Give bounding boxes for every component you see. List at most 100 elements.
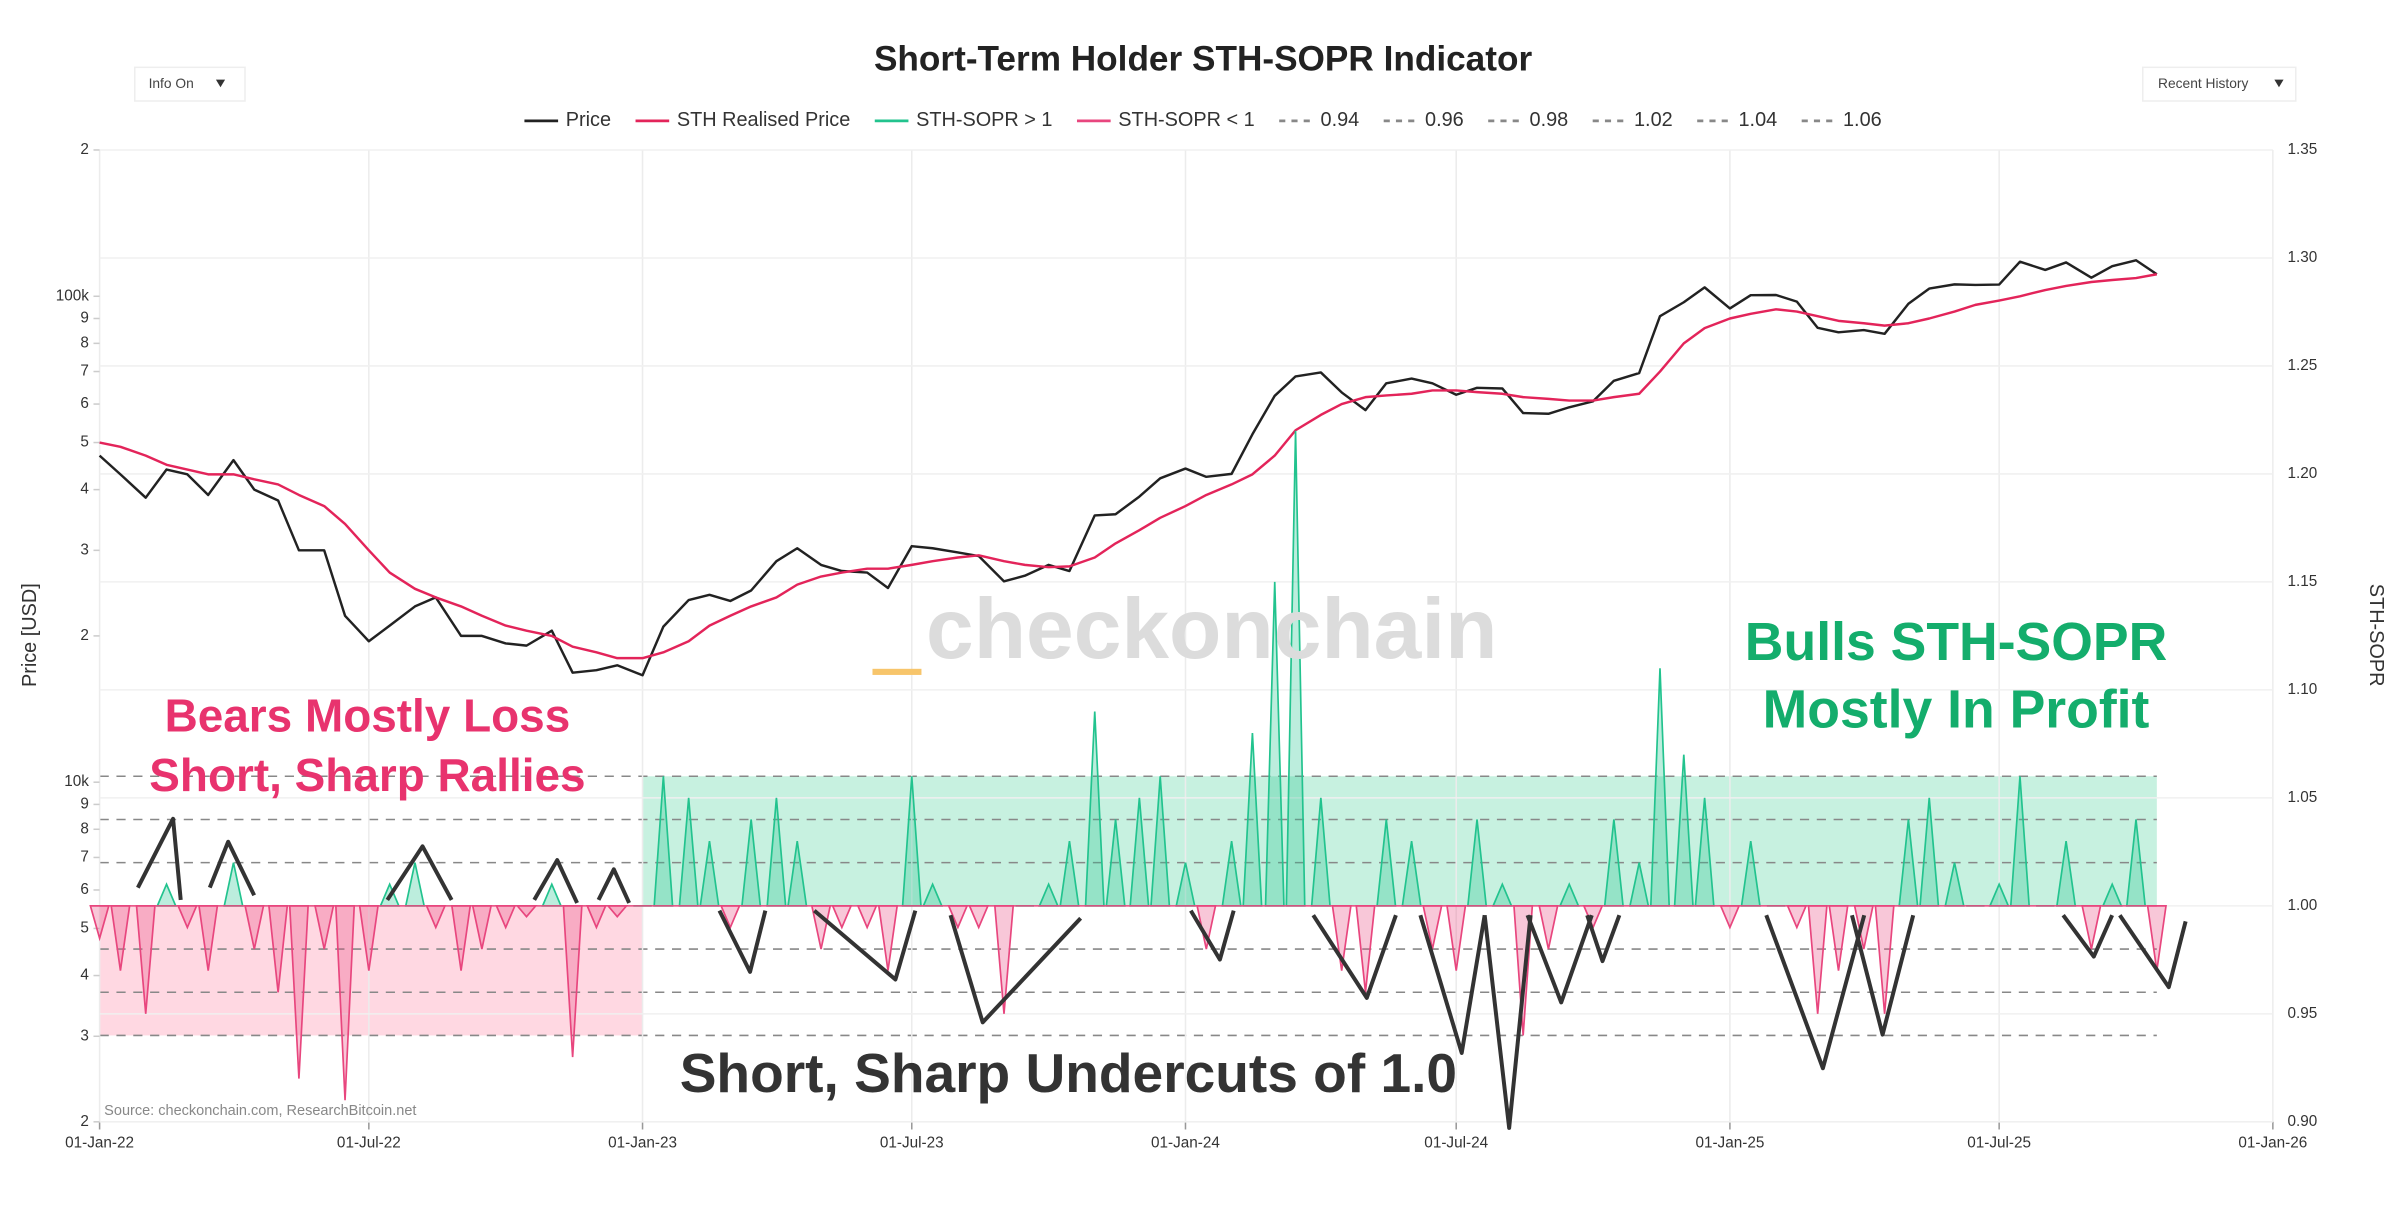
legend-label: Price xyxy=(566,109,611,131)
y-tick-label: 5 xyxy=(80,920,89,937)
y-tick-label: 2 xyxy=(80,1113,89,1130)
dropdown-arrow xyxy=(215,79,226,88)
sopr-spike xyxy=(1446,905,1467,971)
y-tick-label: 8 xyxy=(80,820,89,837)
y-tick-label: 3 xyxy=(80,1027,89,1044)
y-tick-label: 100k xyxy=(56,287,90,304)
y2-tick-label: 1.05 xyxy=(2287,789,2317,806)
legend-label: 0.94 xyxy=(1321,109,1360,131)
y2-tick-label: 1.20 xyxy=(2287,465,2317,482)
y-tick-label: 7 xyxy=(80,363,89,380)
undercut-marker xyxy=(1585,914,1622,964)
undercut-marker xyxy=(1850,914,1916,1037)
rally-marker xyxy=(136,816,183,901)
undercut-marker xyxy=(717,909,768,974)
sopr-spike xyxy=(877,905,899,971)
undercut-marker xyxy=(1764,914,1867,1071)
y2-tick-label: 1.00 xyxy=(2287,897,2317,914)
y2-tick-label: 1.25 xyxy=(2287,357,2317,374)
sopr-spike xyxy=(1786,905,1808,930)
x-tick-label: 01-Jul-24 xyxy=(1424,1134,1488,1151)
legend-label: 0.96 xyxy=(1425,109,1464,131)
undercut-marker xyxy=(2118,914,2188,990)
y-tick-label: 8 xyxy=(80,334,89,351)
y-tick-label: 6 xyxy=(80,395,89,412)
undercut-marker xyxy=(948,914,1083,1025)
legend-label: STH-SOPR < 1 xyxy=(1118,109,1254,131)
range-dropdown[interactable]: Recent History xyxy=(2141,66,2297,102)
x-tick-label: 01-Jul-23 xyxy=(880,1134,944,1151)
sopr-spike xyxy=(1807,905,1828,1014)
y2-tick-label: 1.35 xyxy=(2287,141,2317,158)
watermark: checkonchain xyxy=(926,581,1497,677)
undercut-marker xyxy=(1418,914,1487,1055)
annotation-shapes xyxy=(136,816,2188,1130)
chart-title: Short-Term Holder STH-SOPR Indicator xyxy=(874,40,1532,79)
dropdown-box[interactable] xyxy=(2141,66,2297,102)
sopr-spike xyxy=(831,905,853,930)
sopr-spike xyxy=(1538,905,1559,950)
sopr-spike xyxy=(856,905,878,930)
rally-marker xyxy=(532,858,579,904)
legend-label: 0.98 xyxy=(1530,109,1569,131)
dropdown-label[interactable]: Recent History xyxy=(2158,76,2248,91)
sopr-spike xyxy=(541,882,563,907)
y2-tick-label: 0.95 xyxy=(2287,1005,2317,1022)
dropdown-box[interactable] xyxy=(134,66,246,102)
y-tick-label: 2 xyxy=(80,627,89,644)
sopr-spike xyxy=(1719,905,1741,930)
rally-marker xyxy=(385,844,454,902)
rally-marker xyxy=(207,839,256,897)
x-tick-label: 01-Jul-25 xyxy=(1967,1134,2031,1151)
y-tick-label: 5 xyxy=(80,434,89,451)
annotation: Short, Sharp Rallies xyxy=(149,749,585,801)
y-tick-label: 9 xyxy=(80,310,89,327)
y-tick-label: 4 xyxy=(80,481,89,498)
info-dropdown[interactable]: Info On xyxy=(134,66,246,102)
y-tick-label: 3 xyxy=(80,541,89,558)
y2-tick-label: 1.30 xyxy=(2287,249,2317,266)
undercut-marker xyxy=(1311,914,1398,1000)
annotation: Mostly In Profit xyxy=(1763,680,2150,739)
dropdown-label[interactable]: Info On xyxy=(149,76,194,91)
watermark-underscore xyxy=(872,668,922,675)
marks-layer xyxy=(89,259,2167,1101)
series-line xyxy=(99,273,2158,660)
y-tick-label: 2 xyxy=(80,141,89,158)
sopr-spike xyxy=(968,905,990,930)
legend-label: STH-SOPR > 1 xyxy=(916,109,1052,131)
y-tick-label: 10k xyxy=(64,773,89,790)
y2-tick-label: 0.90 xyxy=(2287,1113,2317,1130)
series-line xyxy=(98,259,2158,677)
y2-tick-label: 1.15 xyxy=(2287,573,2317,590)
y-tick-label: 4 xyxy=(80,967,89,984)
x-tick-label: 01-Jan-25 xyxy=(1695,1134,1764,1151)
undercut-marker xyxy=(2061,914,2114,959)
x-tick-label: 01-Jan-26 xyxy=(2238,1134,2307,1151)
y-tick-label: 9 xyxy=(80,795,89,812)
legend-label: 1.06 xyxy=(1843,109,1882,131)
rally-marker xyxy=(596,867,631,904)
undercut-marker xyxy=(1189,909,1236,962)
x-tick-label: 01-Jan-24 xyxy=(1151,1134,1220,1151)
x-tick-label: 01-Jan-23 xyxy=(608,1134,677,1151)
annotation: Bulls STH-SOPR xyxy=(1745,613,2167,672)
legend-label: STH Realised Price xyxy=(677,109,850,131)
sopr-spike xyxy=(156,882,177,907)
y-axis-title: Price [USD] xyxy=(19,583,41,687)
x-tick-label: 01-Jan-22 xyxy=(65,1134,134,1151)
sopr-spike xyxy=(1828,905,1849,971)
undercut-marker xyxy=(1482,914,1533,1130)
y2-axis-title: STH-SOPR xyxy=(2365,584,2387,687)
legend: Price STH Realised Price STH-SOPR > 1 STH-S… xyxy=(524,109,1882,131)
undercut-marker xyxy=(813,909,918,982)
source-note: Source: checkonchain.com, ResearchBitcoi… xyxy=(104,1103,416,1119)
y-tick-label: 7 xyxy=(80,848,89,865)
legend-label: 1.04 xyxy=(1739,109,1778,131)
dropdown-arrow xyxy=(2274,79,2284,88)
x-tick-label: 01-Jul-22 xyxy=(337,1134,401,1151)
y-tick-label: 6 xyxy=(80,881,89,898)
annotation: Short, Sharp Undercuts of 1.0 xyxy=(680,1042,1457,1104)
